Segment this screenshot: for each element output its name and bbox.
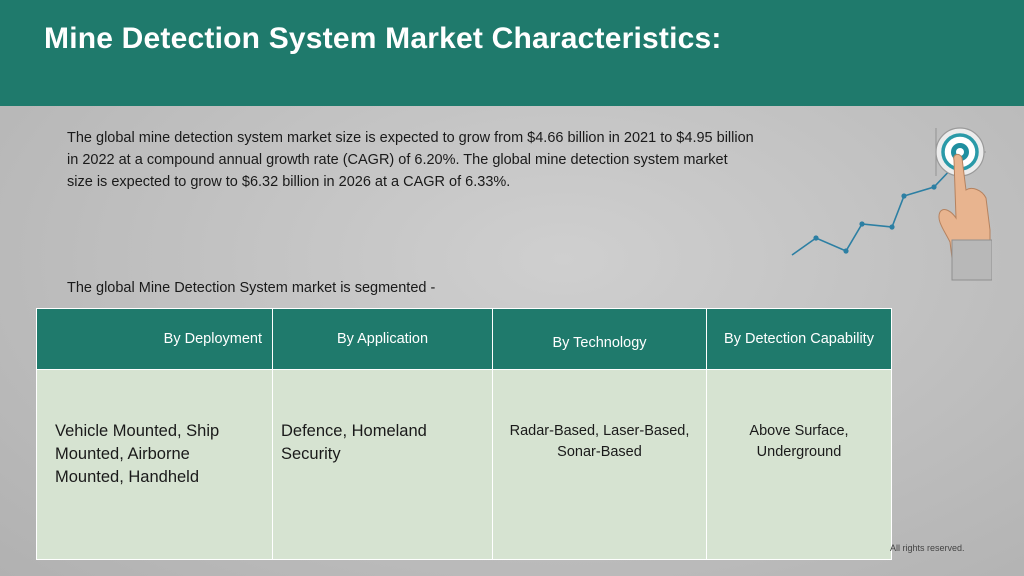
- table-cell: Vehicle Mounted, Ship Mounted, Airborne …: [36, 369, 273, 560]
- table-cell: Defence, Homeland Security: [272, 369, 493, 560]
- segment-label: The global Mine Detection System market …: [67, 280, 436, 296]
- table-header-row: By Deployment By Application By Technolo…: [36, 308, 892, 370]
- intro-paragraph: The global mine detection system market …: [67, 130, 754, 190]
- table-cell: Above Surface, Underground: [706, 369, 892, 560]
- segment-table: By Deployment By Application By Technolo…: [36, 308, 892, 560]
- column-header: By Technology: [492, 308, 707, 370]
- rights-notice: All rights reserved.: [890, 543, 965, 553]
- column-header: By Application: [272, 308, 493, 370]
- table-row: Vehicle Mounted, Ship Mounted, Airborne …: [36, 369, 892, 560]
- header-bar: Mine Detection System Market Characteris…: [0, 0, 1024, 106]
- page-title: Mine Detection System Market Characteris…: [44, 22, 722, 55]
- hand-touching-target-growth-chart-icon: [791, 127, 992, 281]
- column-header: By Deployment: [36, 308, 273, 370]
- column-header: By Detection Capability: [706, 308, 892, 370]
- table-cell: Radar-Based, Laser-Based, Sonar-Based: [492, 369, 707, 560]
